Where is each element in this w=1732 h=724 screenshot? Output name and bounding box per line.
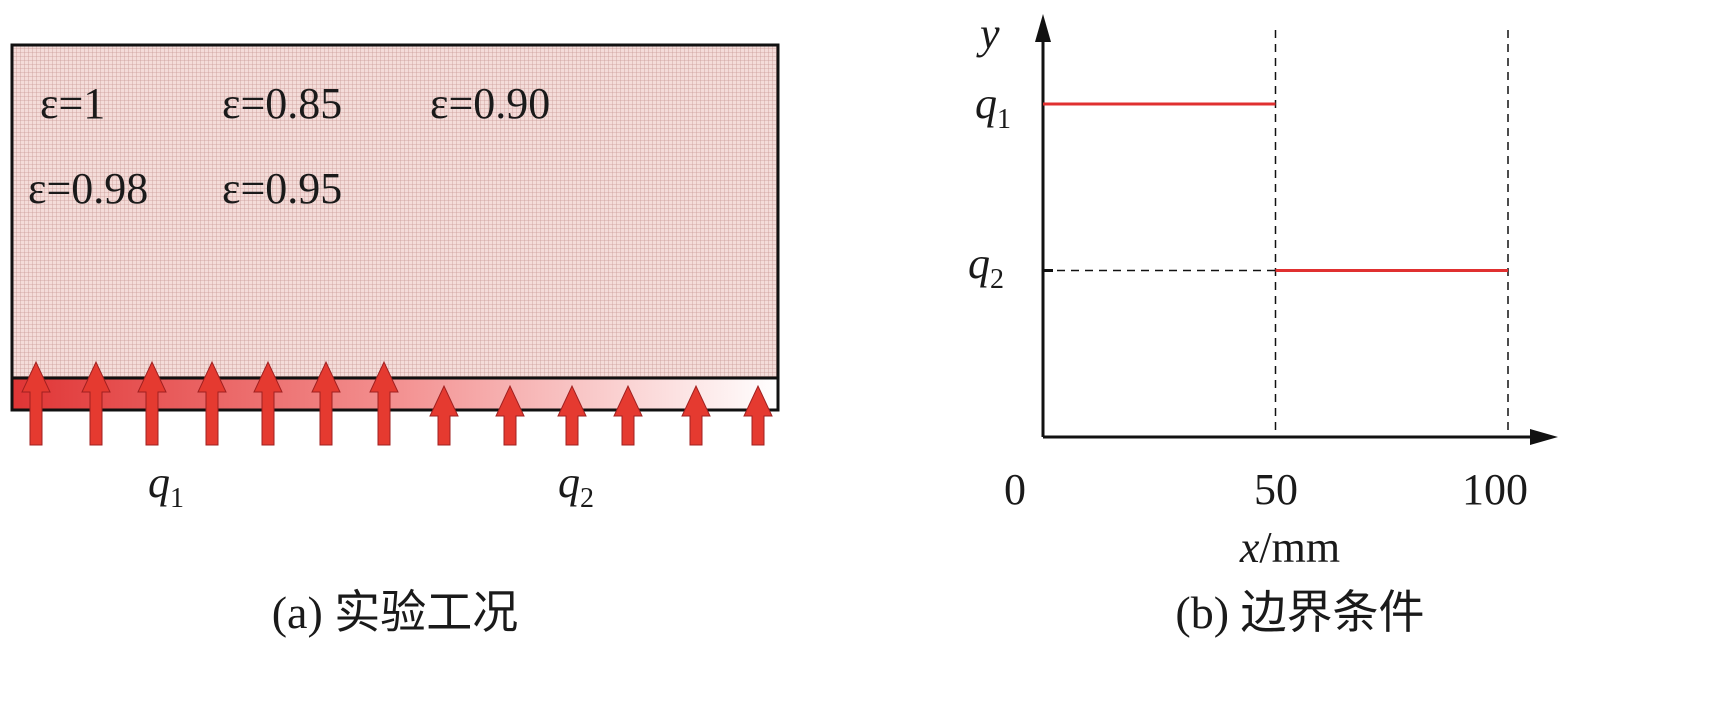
heat-flux-arrow-icon: [681, 384, 711, 446]
heat-flux-arrow-icon: [311, 360, 341, 446]
x-axis-label: x/mm: [1239, 523, 1340, 572]
y-axis-arrow-icon: [1035, 14, 1051, 42]
heat-flux-arrow-icon: [429, 384, 459, 446]
emissivity-label: ε=0.90: [430, 79, 550, 128]
heat-flux-arrow-icon: [197, 360, 227, 446]
y-tick-q1: q1: [975, 79, 1011, 135]
mesh-region: [10, 43, 780, 380]
heat-flux-arrow-icon: [369, 360, 399, 446]
heat-flux-arrow-icon: [613, 384, 643, 446]
heater-strip: [10, 376, 780, 412]
x-tick-0: 0: [1004, 465, 1026, 514]
x-tick-100: 100: [1462, 465, 1528, 514]
y-axis-label: y: [976, 9, 1000, 58]
heat-flux-arrows: [21, 360, 773, 446]
panel-b-chart: [1035, 14, 1558, 445]
y-tick-q2: q2: [968, 239, 1004, 295]
caption-b: (b) 边界条件: [1175, 587, 1424, 638]
x-tick-50: 50: [1254, 465, 1298, 514]
heat-flux-arrow-icon: [137, 360, 167, 446]
heat-flux-arrow-icon: [743, 384, 773, 446]
heat-flux-arrow-icon: [495, 384, 525, 446]
caption-a: (a) 实验工况: [272, 587, 519, 638]
q1-label: q1: [148, 458, 184, 514]
heat-flux-arrow-icon: [21, 360, 51, 446]
emissivity-label: ε=1: [40, 79, 105, 128]
heat-flux-arrow-icon: [253, 360, 283, 446]
emissivity-label: ε=0.95: [222, 164, 342, 213]
panel-a-specimen: [10, 43, 780, 412]
emissivity-label: ε=0.85: [222, 79, 342, 128]
heat-flux-arrow-icon: [81, 360, 111, 446]
heat-flux-arrow-icon: [557, 384, 587, 446]
q2-label: q2: [558, 458, 594, 514]
x-axis-arrow-icon: [1530, 429, 1558, 445]
emissivity-label: ε=0.98: [28, 164, 148, 213]
